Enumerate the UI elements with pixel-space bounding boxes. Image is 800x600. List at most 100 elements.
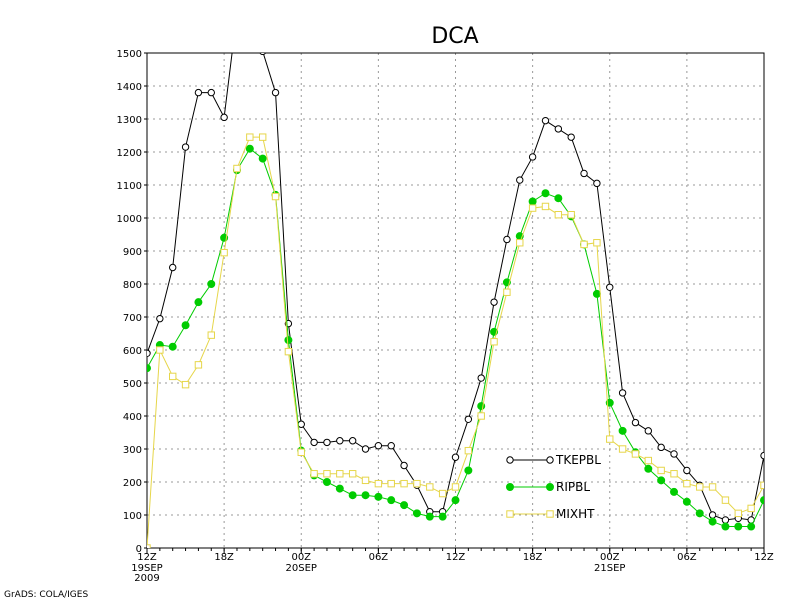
- data-point: [361, 445, 370, 453]
- data-point: [506, 510, 514, 518]
- data-point: [297, 448, 305, 457]
- data-point: [322, 478, 331, 486]
- data-point: [400, 501, 409, 510]
- data-point: [605, 398, 614, 407]
- data-point: [387, 442, 395, 450]
- data-point: [464, 466, 473, 475]
- data-point: [194, 88, 203, 97]
- y-tick-label: 1300: [117, 115, 142, 126]
- data-point: [207, 331, 215, 339]
- plot-frame: [146, 52, 765, 549]
- data-point: [554, 125, 563, 133]
- data-point: [554, 194, 563, 203]
- data-point: [271, 192, 280, 201]
- data-point: [284, 336, 293, 345]
- x-tick-label: 00Z: [291, 552, 311, 563]
- data-point: [516, 239, 524, 247]
- data-point: [323, 470, 331, 478]
- data-point: [361, 491, 370, 500]
- y-tick-label: 300: [123, 445, 142, 456]
- data-point: [374, 479, 383, 488]
- data-point: [760, 451, 764, 460]
- data-point: [631, 450, 640, 458]
- x-tick-label: 12Z: [137, 552, 157, 563]
- data-point: [721, 522, 730, 531]
- data-point: [580, 240, 588, 249]
- data-point: [708, 517, 717, 526]
- data-point: [670, 470, 678, 478]
- data-point: [374, 492, 383, 501]
- data-point: [541, 202, 550, 211]
- data-point: [464, 446, 473, 455]
- x-tick-label: 12Z: [754, 552, 774, 563]
- data-point: [233, 164, 241, 173]
- x-tick-label: 18Z: [214, 552, 234, 563]
- data-point: [310, 438, 318, 447]
- data-point: [348, 491, 357, 500]
- data-point: [220, 113, 228, 122]
- data-point: [644, 464, 653, 473]
- data-point: [503, 288, 511, 296]
- data-point: [760, 496, 764, 505]
- y-tick-label: 1500: [117, 49, 142, 60]
- data-point: [546, 456, 554, 464]
- footer-credit: GrADS: COLA/IGES: [4, 590, 88, 600]
- data-point: [400, 479, 408, 488]
- data-point: [567, 211, 575, 219]
- data-point: [541, 189, 550, 198]
- data-point: [747, 522, 756, 531]
- x-date-label: 20SEP: [286, 563, 317, 574]
- data-point: [657, 476, 666, 485]
- data-point: [528, 204, 537, 212]
- data-point: [194, 298, 203, 307]
- data-point: [147, 349, 151, 357]
- data-point: [618, 426, 627, 435]
- data-point: [284, 347, 293, 356]
- data-point: [387, 479, 395, 488]
- data-point: [644, 427, 653, 435]
- data-point: [695, 509, 704, 518]
- data-point: [412, 509, 421, 518]
- data-point: [387, 496, 396, 505]
- legend-label: RIPBL: [556, 480, 590, 494]
- data-point: [708, 483, 717, 491]
- x-tick-label: 12Z: [446, 552, 466, 563]
- data-point: [310, 470, 318, 478]
- data-point: [546, 483, 554, 491]
- legend-label: MIXHT: [556, 507, 595, 521]
- data-point: [734, 509, 742, 518]
- data-point: [413, 479, 421, 488]
- data-point: [683, 479, 691, 488]
- data-point: [618, 389, 627, 397]
- data-point: [323, 438, 331, 447]
- data-point: [657, 443, 665, 452]
- data-point: [464, 415, 473, 423]
- chart-title: DCA: [431, 24, 478, 49]
- data-point: [644, 456, 653, 465]
- data-point: [374, 442, 383, 450]
- data-point: [606, 435, 614, 443]
- data-point: [683, 466, 691, 475]
- data-point: [425, 512, 434, 521]
- y-tick-label: 200: [123, 478, 142, 489]
- data-point: [618, 445, 627, 453]
- data-point: [631, 418, 640, 427]
- data-point: [271, 88, 280, 97]
- data-point: [451, 496, 460, 505]
- data-point: [245, 144, 254, 153]
- y-tick-label: 100: [123, 511, 142, 522]
- data-point: [426, 483, 434, 491]
- data-point: [169, 263, 177, 272]
- data-point: [259, 53, 266, 56]
- x-year-label: 2009: [134, 573, 159, 584]
- data-point: [503, 235, 511, 244]
- data-point: [546, 510, 554, 518]
- y-tick-label: 700: [123, 313, 142, 324]
- data-point: [721, 516, 730, 524]
- data-point: [477, 374, 485, 382]
- grid: [147, 53, 764, 548]
- data-point: [567, 133, 575, 141]
- data-point: [593, 239, 601, 247]
- data-point: [670, 450, 678, 458]
